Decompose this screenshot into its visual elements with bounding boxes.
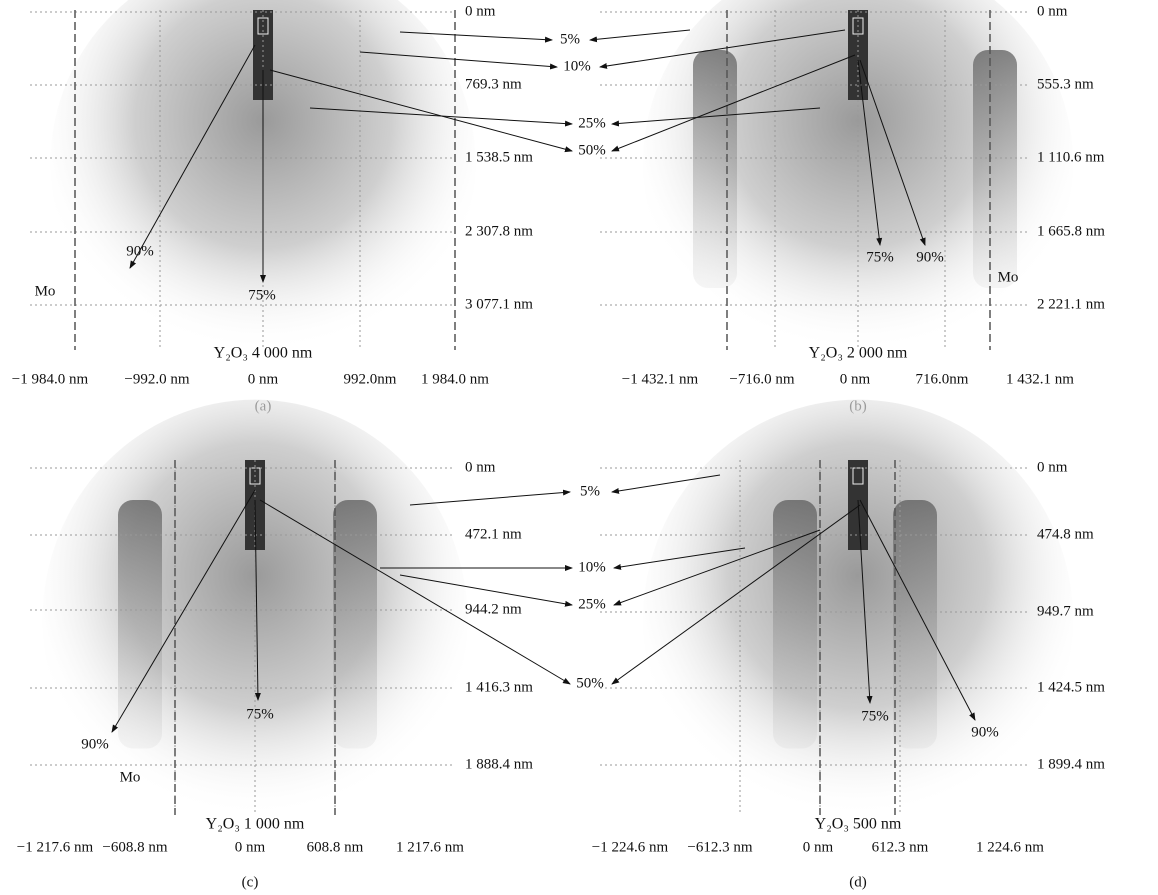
beam-core — [257, 17, 269, 35]
y-tick-label: 472.1 nm — [465, 526, 522, 542]
arrow — [613, 547, 746, 570]
contour-annotation: 75% — [861, 708, 889, 724]
arrow — [589, 29, 691, 43]
density-cloud — [643, 399, 1073, 840]
arrow — [269, 69, 573, 153]
arrow — [409, 489, 571, 506]
arrow — [611, 107, 821, 127]
density-strip — [118, 500, 162, 749]
material-label: Y₂O₃ 500 nm — [815, 816, 902, 833]
panel-label: (c) — [242, 874, 259, 890]
density-strip — [333, 500, 377, 749]
contour-level-label: 25% — [578, 596, 606, 612]
contour-annotation: 75% — [866, 249, 894, 265]
density-strip — [773, 500, 817, 749]
panel-label: (d) — [849, 874, 867, 890]
x-tick-label: −1 432.1 nm — [622, 371, 699, 387]
contour-annotation: 90% — [916, 249, 944, 265]
y-tick-label: 0 nm — [1037, 3, 1068, 19]
material-label: Y₂O₃ 2 000 nm — [809, 345, 908, 362]
x-tick-label: 1 217.6 nm — [396, 839, 464, 855]
arrow — [613, 529, 821, 606]
y-tick-label: 949.7 nm — [1037, 603, 1094, 619]
arrow — [259, 499, 571, 685]
contour-level-label: 5% — [560, 31, 580, 47]
y-tick-label: 0 nm — [465, 3, 496, 19]
y-tick-label: 1 665.8 nm — [1037, 223, 1105, 239]
contour-annotation: 90% — [81, 736, 109, 752]
x-tick-label: 992.0nm — [344, 371, 397, 387]
x-tick-label: 608.8 nm — [307, 839, 364, 855]
material-label: Y₂O₃ 4 000 nm — [214, 345, 313, 362]
y-tick-label: 2 307.8 nm — [465, 223, 533, 239]
x-tick-label: −1 217.6 nm — [17, 839, 94, 855]
y-tick-label: 555.3 nm — [1037, 76, 1094, 92]
x-tick-label: 1 984.0 nm — [421, 371, 489, 387]
y-tick-label: 944.2 nm — [465, 601, 522, 617]
arrow — [859, 499, 976, 721]
y-tick-label: 0 nm — [465, 459, 496, 475]
contour-level-label: 10% — [578, 559, 606, 575]
y-tick-label: 2 221.1 nm — [1037, 296, 1105, 312]
density-strip — [893, 500, 937, 749]
contour-annotation: Mo — [998, 269, 1019, 285]
y-tick-label: 1 538.5 nm — [465, 149, 533, 165]
contour-annotation: 90% — [971, 724, 999, 740]
arrow — [129, 44, 256, 269]
contour-annotation: 75% — [248, 287, 276, 303]
y-tick-label: 1 899.4 nm — [1037, 756, 1105, 772]
density-strip — [693, 50, 737, 288]
x-tick-label: −1 984.0 nm — [12, 371, 89, 387]
y-tick-label: 3 077.1 nm — [465, 296, 533, 312]
y-tick-label: 1 424.5 nm — [1037, 679, 1105, 695]
x-tick-label: 612.3 nm — [872, 839, 929, 855]
contour-level-label: 50% — [576, 675, 604, 691]
x-tick-label: −608.8 nm — [102, 839, 167, 855]
arrow — [611, 54, 856, 152]
arrow — [254, 499, 261, 701]
contour-level-label: 25% — [578, 115, 606, 131]
y-tick-label: 474.8 nm — [1037, 526, 1094, 542]
x-tick-label: 0 nm — [235, 839, 266, 855]
y-tick-label: 1 888.4 nm — [465, 756, 533, 772]
x-tick-label: −992.0 nm — [124, 371, 189, 387]
arrow — [611, 504, 861, 685]
contour-annotation: Mo — [35, 283, 56, 299]
x-tick-label: −1 224.6 nm — [592, 839, 669, 855]
density-strip — [973, 50, 1017, 288]
x-tick-label: −716.0 nm — [729, 371, 794, 387]
arrow — [857, 499, 873, 704]
arrow — [359, 51, 558, 70]
x-tick-label: 0 nm — [248, 371, 279, 387]
contour-annotation: 75% — [246, 706, 274, 722]
contour-annotation: Mo — [120, 769, 141, 785]
beam-core — [852, 17, 864, 35]
x-tick-label: −612.3 nm — [687, 839, 752, 855]
y-tick-label: 1 110.6 nm — [1037, 149, 1105, 165]
arrow — [111, 489, 256, 733]
y-tick-label: 0 nm — [1037, 459, 1068, 475]
x-tick-label: 0 nm — [803, 839, 834, 855]
y-tick-label: 769.3 nm — [465, 76, 522, 92]
arrow — [611, 474, 721, 494]
x-tick-label: 0 nm — [840, 371, 871, 387]
arrow — [857, 59, 883, 246]
contour-annotation: 90% — [126, 243, 154, 259]
y-tick-label: 1 416.3 nm — [465, 679, 533, 695]
arrow — [859, 59, 926, 246]
x-tick-label: 1 432.1 nm — [1006, 371, 1074, 387]
contour-level-label: 50% — [578, 142, 606, 158]
x-tick-label: 716.0nm — [916, 371, 969, 387]
contour-level-label: 10% — [563, 58, 591, 74]
arrow — [599, 29, 846, 69]
x-tick-label: 1 224.6 nm — [976, 839, 1044, 855]
contour-level-label: 5% — [580, 483, 600, 499]
arrow — [399, 31, 553, 43]
beam-core — [852, 467, 864, 485]
arrow — [399, 574, 573, 607]
material-label: Y₂O₃ 1 000 nm — [206, 816, 305, 833]
